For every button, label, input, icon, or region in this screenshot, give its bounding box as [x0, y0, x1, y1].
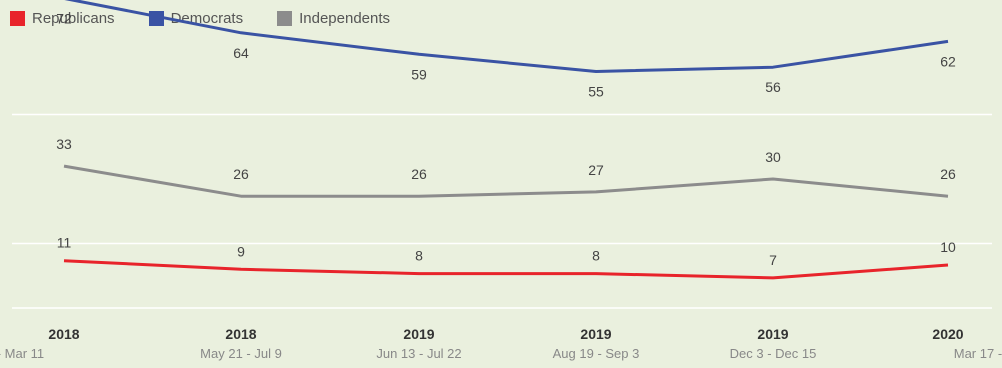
- series-line-democrats: [64, 0, 949, 73]
- data-labels: 11 9 8 8 7 10 72 64 59 55 56 62 33 26 26 27 30 26: [56, 10, 956, 268]
- data-label-republicans: 8: [592, 248, 600, 264]
- data-label-republicans: 8: [415, 248, 423, 264]
- data-label-democrats: 56: [765, 79, 781, 95]
- x-tick-year: 2018: [225, 326, 256, 342]
- data-label-democrats: 55: [588, 84, 604, 100]
- data-label-independents: 26: [233, 166, 249, 182]
- series-line-independents: [63, 164, 949, 198]
- x-axis: 2018 Feb 5 - Mar 11 2018 May 21 - Jul 9 2019…: [0, 326, 1002, 361]
- data-label-republicans: 11: [57, 235, 72, 251]
- x-tick-range: Jun 13 - Jul 22: [376, 346, 461, 361]
- legend-label: Republicans: [32, 9, 115, 27]
- x-tick-range: Feb 5 - Mar 11: [0, 346, 44, 361]
- x-tick-range: May 21 - Jul 9: [200, 346, 282, 361]
- data-label-democrats: 72: [56, 10, 72, 26]
- data-label-independents: 26: [411, 166, 427, 182]
- legend-label: Independents: [299, 9, 391, 27]
- x-tick-year: 2018: [48, 326, 79, 342]
- x-tick-year: 2019: [580, 326, 611, 342]
- data-label-independents: 27: [588, 162, 604, 178]
- data-label-republicans: 9: [237, 243, 245, 259]
- gridlines: [12, 113, 992, 309]
- data-label-democrats: 64: [233, 45, 249, 61]
- series-lines: [63, 0, 949, 280]
- legend-item-independents: Independents: [277, 10, 390, 27]
- x-tick-range: Dec 3 - Dec 15: [730, 346, 817, 361]
- data-label-democrats: 59: [411, 66, 427, 82]
- x-tick-range: Aug 19 - Sep 3: [553, 346, 640, 361]
- data-label-republicans: 7: [769, 252, 777, 268]
- series-line-republicans: [63, 259, 949, 280]
- x-tick-year: 2019: [403, 326, 434, 342]
- legend-swatch: [10, 10, 25, 26]
- x-tick-year: 2020: [932, 326, 963, 342]
- legend-item-republicans: Republicans: [10, 10, 115, 27]
- data-label-independents: 26: [940, 166, 956, 182]
- x-tick-range: Mar 17 - Mar 29: [954, 346, 1002, 361]
- data-label-republicans: 10: [940, 239, 956, 255]
- legend-swatch: [277, 10, 293, 26]
- data-label-independents: 30: [765, 149, 781, 165]
- x-tick-year: 2019: [757, 326, 788, 342]
- data-label-democrats: 62: [940, 53, 956, 69]
- data-label-independents: 33: [56, 136, 72, 152]
